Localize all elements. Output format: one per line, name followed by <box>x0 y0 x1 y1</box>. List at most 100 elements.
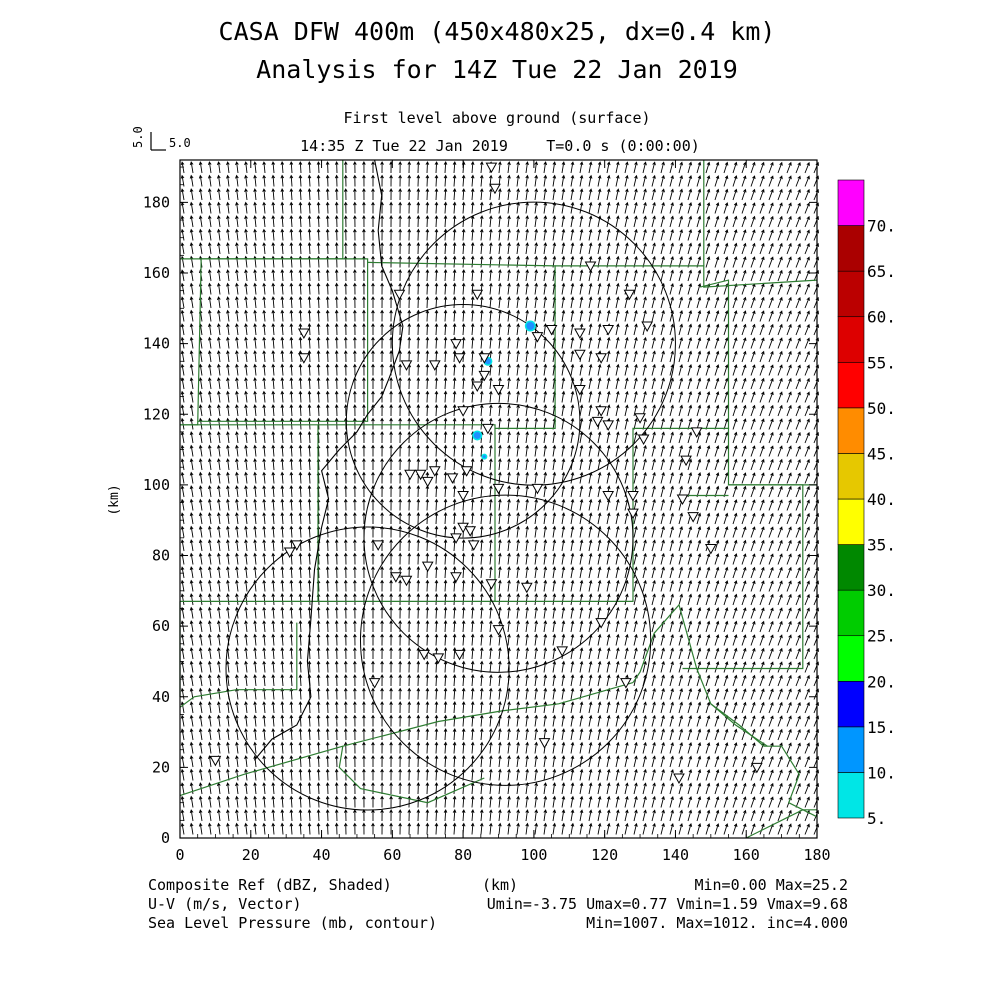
reflectivity-echoes <box>472 320 536 460</box>
station-triangle-icon <box>574 385 586 396</box>
echo-core <box>473 431 481 439</box>
station-triangle-icon <box>298 328 310 340</box>
station-triangle-icon <box>290 540 303 551</box>
station-triangle-icon <box>680 455 692 467</box>
vector-scale-key: 5.0 5.0 <box>131 126 191 151</box>
x-tick-label: 100 <box>520 846 547 864</box>
station-triangle-icon <box>432 653 445 664</box>
colorbar: 5. 10. 15. 20. 25. 30. 35. 40. 45. 50. 55. 60. 65. 70… <box>837 179 896 828</box>
county-line <box>197 258 369 422</box>
colorbar-label: 35. <box>867 536 896 555</box>
county-line <box>710 703 768 747</box>
county-line <box>555 265 818 288</box>
y-tick-label: 0 <box>161 829 170 847</box>
radar-ring <box>225 526 510 811</box>
station-triangle-icon <box>690 427 703 438</box>
x-tick-label: 160 <box>733 846 760 864</box>
colorbar-swatch <box>837 225 865 272</box>
station-triangle-icon <box>453 649 466 661</box>
station-triangle-icon <box>492 483 505 495</box>
station-triangle-icon <box>418 649 431 661</box>
colorbar-swatch <box>837 270 865 318</box>
station-triangle-icon <box>485 162 498 174</box>
station-triangle-icon <box>634 413 646 424</box>
station-triangle-icon <box>471 289 484 301</box>
y-tick-label: 160 <box>143 264 170 282</box>
x-tick-label: 180 <box>803 846 830 864</box>
colorbar-label: 10. <box>867 763 896 782</box>
station-triangle-icon <box>421 561 434 573</box>
colorbar-swatch <box>837 544 865 591</box>
x-tick-label: 20 <box>242 846 260 864</box>
wind-vector-arrows <box>180 161 819 835</box>
radar-range-rings <box>225 201 676 811</box>
colorbar-label: 40. <box>867 490 896 509</box>
station-triangle-icon <box>641 321 653 332</box>
station-triangle-icon <box>595 353 607 364</box>
station-triangle-icon <box>574 328 586 340</box>
county-line <box>727 428 817 486</box>
station-triangle-icon <box>298 353 310 364</box>
station-triangle-icon <box>428 466 441 477</box>
pressure-contour-line <box>253 159 404 761</box>
radar-ring <box>363 402 634 673</box>
station-triangle-icon <box>446 473 459 484</box>
main-title-line2: Analysis for 14Z Tue 22 Jan 2019 <box>256 55 738 84</box>
station-triangle-icon <box>450 339 462 350</box>
colorbar-label: 5. <box>867 809 886 828</box>
y-tick-label: 180 <box>143 193 170 211</box>
footer-field1-stats: Min=0.00 Max=25.2 <box>694 876 848 894</box>
radar-ring <box>345 304 581 539</box>
county-line <box>338 746 485 804</box>
colorbar-label: 15. <box>867 718 896 737</box>
station-triangle-icon <box>421 476 434 488</box>
footer-field2-name: U-V (m/s, Vector) <box>148 895 302 913</box>
x-tick-label: 0 <box>175 846 184 864</box>
station-triangle-icon <box>478 353 491 364</box>
colorbar-label: 45. <box>867 444 896 463</box>
station-triangle-icon <box>460 466 473 477</box>
county-line <box>682 484 804 670</box>
vector-scale-vertical-label: 5.0 <box>131 126 145 148</box>
echo-core <box>482 455 486 459</box>
colorbar-swatch <box>837 772 865 819</box>
county-line <box>632 603 818 818</box>
station-triangle-icon <box>520 582 533 594</box>
vector-scale-horizontal-label: 5.0 <box>169 136 191 150</box>
colorbar-swatch <box>837 726 865 773</box>
station-triangle-icon <box>591 416 604 428</box>
y-axis-label: (km) <box>107 484 122 515</box>
station-triangle-icon <box>538 738 551 749</box>
x-tick-label: 40 <box>313 846 331 864</box>
station-triangle-icon <box>627 490 639 502</box>
station-triangle-icon <box>676 494 689 506</box>
y-tick-label: 60 <box>152 617 170 635</box>
colorbar-swatch <box>837 635 865 682</box>
colorbar-label: 60. <box>867 308 896 327</box>
station-triangle-icon <box>489 183 501 195</box>
station-triangle-icon <box>531 483 544 495</box>
colorbar-swatch <box>837 316 865 363</box>
footer-field3-name: Sea Level Pressure (mb, contour) <box>148 914 437 932</box>
county-line <box>491 279 730 603</box>
county-line <box>745 809 817 839</box>
station-triangle-icon <box>393 289 406 301</box>
x-tick-label: 80 <box>454 846 472 864</box>
y-tick-label: 120 <box>143 405 170 423</box>
colorbar-swatch <box>837 179 865 226</box>
plot-time-info: T=0.0 s (0:00:00) <box>546 137 700 155</box>
colorbar-label: 20. <box>867 672 896 691</box>
x-axis-unit-label: (km) <box>482 876 518 894</box>
station-triangle-icon <box>457 490 469 502</box>
station-triangle-icon <box>400 360 413 371</box>
y-tick-label: 140 <box>143 335 170 353</box>
station-triangle-icon <box>283 547 296 558</box>
colorbar-label: 50. <box>867 399 896 418</box>
x-tick-label: 120 <box>591 846 618 864</box>
station-triangle-icon <box>623 289 636 301</box>
footer-field1-name: Composite Ref (dBZ, Shaded) <box>148 876 392 894</box>
footer-field3-stats: Min=1007. Max=1012. inc=4.000 <box>586 914 848 932</box>
station-triangle-icon <box>584 261 597 272</box>
station-triangle-icon <box>390 572 402 583</box>
station-triangle-icon <box>404 469 416 481</box>
